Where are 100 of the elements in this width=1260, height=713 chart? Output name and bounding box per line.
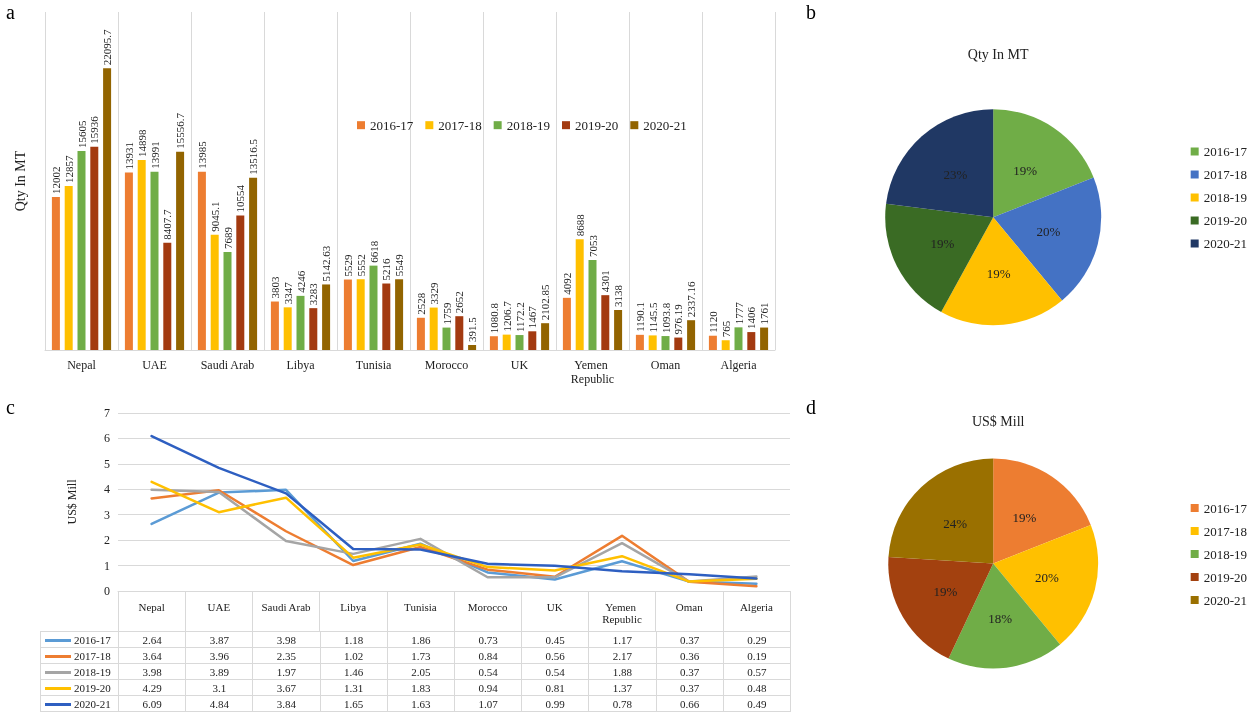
- data-label: 3329: [427, 282, 440, 305]
- bar: [283, 307, 292, 350]
- data-label: 0.49: [723, 695, 791, 712]
- bar: [395, 279, 404, 350]
- data-label: 4092: [560, 272, 573, 295]
- x-tick-label: Yemen Republic: [602, 601, 642, 625]
- legend-label: 2017-18: [438, 117, 482, 133]
- legend-label: 2019-20: [574, 117, 619, 133]
- legend-label: 2020-21: [643, 117, 687, 133]
- y-tick-label: 5: [104, 456, 110, 471]
- bar: [270, 301, 279, 350]
- bar: [429, 307, 438, 350]
- data-label: 19%: [1013, 162, 1038, 178]
- data-label: 3283: [307, 282, 320, 306]
- x-tick-label: Algeria: [739, 601, 774, 613]
- bar: [163, 242, 172, 350]
- x-tick-label: Nepal: [138, 601, 165, 613]
- data-label: 1.97: [252, 663, 321, 680]
- x-tick-label: Algeria: [720, 358, 758, 372]
- data-label: 0.45: [521, 631, 589, 648]
- data-label: 10554: [234, 184, 247, 213]
- x-tick-label: UK: [546, 601, 563, 613]
- data-label: 0.57: [723, 663, 791, 680]
- data-label: 0.94: [454, 679, 522, 696]
- data-label: 2.05: [387, 663, 455, 680]
- y-axis-title: US$ Mill: [65, 478, 79, 525]
- data-label: 1.31: [320, 679, 388, 696]
- bar: [747, 332, 756, 350]
- data-label: 0.37: [656, 679, 724, 696]
- legend-label: 2016-17: [40, 631, 119, 648]
- bar: [356, 279, 365, 350]
- data-label: 14898: [135, 129, 148, 158]
- x-tick-label: Yemen Republic: [570, 358, 615, 386]
- data-label: 12857: [62, 155, 75, 184]
- data-label: 0.48: [723, 679, 791, 696]
- bar: [674, 337, 683, 350]
- data-label: 3.96: [185, 647, 253, 664]
- data-label: 3.98: [118, 663, 186, 680]
- data-label: 4.84: [185, 695, 253, 712]
- bar: [442, 327, 451, 350]
- data-label: 2.17: [588, 647, 656, 664]
- data-label: 5216: [380, 258, 393, 281]
- bar: [210, 234, 219, 350]
- bar: [90, 146, 99, 350]
- bar: [249, 177, 258, 350]
- bar: [721, 340, 730, 350]
- data-label: 2652: [453, 291, 466, 314]
- x-tick-label: Tunisia: [404, 601, 437, 613]
- data-label: 1.83: [387, 679, 455, 696]
- bar: [77, 151, 86, 350]
- data-label: 1467: [526, 305, 539, 329]
- data-label: 7053: [586, 234, 599, 258]
- data-label: 22095.7: [101, 29, 114, 66]
- data-label: 0.36: [656, 647, 724, 664]
- data-label: 0.37: [656, 631, 724, 648]
- bar: [64, 186, 73, 350]
- data-label: 1145.5: [646, 302, 659, 333]
- data-label: 5552: [354, 254, 367, 277]
- x-tick-label: Morocco: [424, 358, 469, 372]
- legend-label: 2018-19: [40, 663, 119, 680]
- data-label: 1172.2: [513, 302, 526, 333]
- data-label: 1.07: [454, 695, 522, 712]
- legend-label: 2020-21: [1203, 592, 1248, 608]
- data-label: 1120: [706, 310, 719, 333]
- legend-label: 2018-19: [1203, 546, 1248, 562]
- data-label: 19%: [930, 235, 955, 251]
- data-label: 0.73: [454, 631, 522, 648]
- data-label: 7689: [221, 226, 234, 249]
- data-label: 2.64: [118, 631, 186, 648]
- bar: [614, 310, 623, 350]
- x-tick-label: Saudi Arab: [261, 601, 312, 613]
- data-label: 3803: [268, 276, 281, 299]
- legend-label: 2017-18: [1203, 523, 1248, 539]
- data-label: 13516.5: [247, 138, 260, 175]
- text: a: [6, 1, 15, 23]
- bar: [708, 335, 717, 350]
- bar: [661, 336, 670, 350]
- data-label: 1777: [732, 301, 745, 325]
- x-tick-label: Oman: [650, 358, 681, 372]
- data-label: 19%: [1012, 510, 1037, 526]
- data-label: 0.37: [656, 663, 724, 680]
- data-label: 0.29: [723, 631, 791, 648]
- data-label: 13985: [195, 140, 208, 169]
- data-label: 1.02: [320, 647, 388, 664]
- y-tick-label: 4: [104, 482, 110, 497]
- y-tick-label: 2: [104, 533, 110, 548]
- data-label: 391.5: [466, 316, 479, 343]
- data-label: 1.65: [320, 695, 388, 712]
- legend-label: 2016-17: [1203, 500, 1248, 516]
- bar: [562, 297, 571, 350]
- bar: [382, 283, 391, 350]
- data-label: 4301: [599, 270, 612, 293]
- legend-label: 2017-18: [1203, 167, 1248, 182]
- data-label: 2.35: [252, 647, 321, 664]
- x-tick-label: Libya: [286, 358, 316, 372]
- text: b: [806, 1, 816, 23]
- data-label: 3.1: [185, 679, 253, 696]
- y-tick-label: 3: [104, 507, 110, 522]
- x-tick-label: Saudi Arab: [200, 358, 255, 372]
- data-label: 5142.63: [320, 245, 333, 282]
